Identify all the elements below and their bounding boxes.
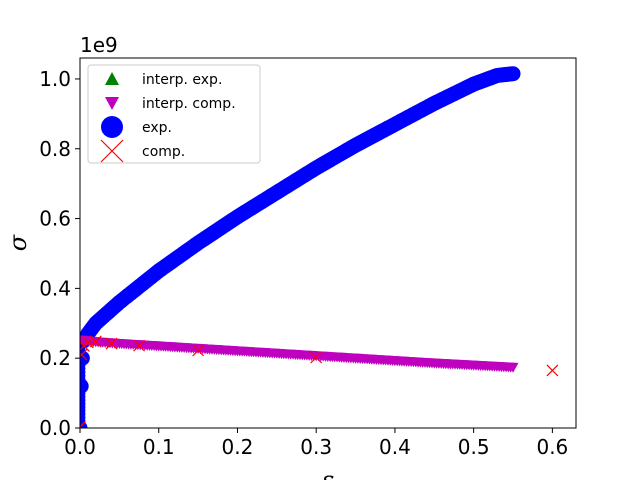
legend-label: interp. comp. [142,96,236,112]
legend-marker-interp-exp [105,72,119,85]
plot-area [80,66,559,428]
x-tick-label: 0.2 [222,435,254,459]
series-exp [80,66,521,428]
x-axis-label: ε [322,466,335,480]
y-tick-label: 1.0 [39,67,71,91]
y-tick-label: 0.6 [39,207,71,231]
legend: interp. exp. interp. comp. exp. comp. [87,64,261,164]
comp-point [310,351,323,364]
comp-point [546,364,559,377]
x-tick-label: 0.3 [300,435,332,459]
legend-frame [87,64,261,164]
x-tick-label: 0.5 [458,435,490,459]
y-tick-label: 0.0 [39,416,71,440]
y-offset-label: 1e9 [80,33,118,57]
exp-point [505,66,521,82]
legend-label: interp. exp. [142,72,222,88]
x-tick-label: 0.0 [64,435,96,459]
y-tick-label: 0.8 [39,137,71,161]
x-axis: 0.0 0.1 0.2 0.3 0.4 0.5 0.6 [64,428,568,459]
comp-point [80,421,86,428]
comp-point [192,344,205,357]
series-interp-comp [80,335,519,373]
legend-label: exp. [142,120,172,136]
y-axis: 0.0 0.2 0.4 0.6 0.8 1.0 [39,67,80,440]
comp-point [80,348,88,361]
comp-point [105,337,118,350]
axes-frame [79,57,577,429]
legend-label: comp. [142,144,185,160]
comp-point [89,335,102,348]
x-tick-label: 0.6 [536,435,568,459]
comp-point [133,339,145,352]
y-tick-label: 0.4 [39,276,71,300]
legend-marker-interp-comp [105,97,119,110]
legend-marker-exp [101,116,123,138]
interp-comp-point [507,362,519,373]
x-tick-label: 0.4 [379,435,411,459]
y-tick-label: 0.2 [39,346,71,370]
legend-marker-comp [100,139,124,163]
x-tick-label: 0.1 [143,435,175,459]
y-axis-label: σ [4,234,32,251]
